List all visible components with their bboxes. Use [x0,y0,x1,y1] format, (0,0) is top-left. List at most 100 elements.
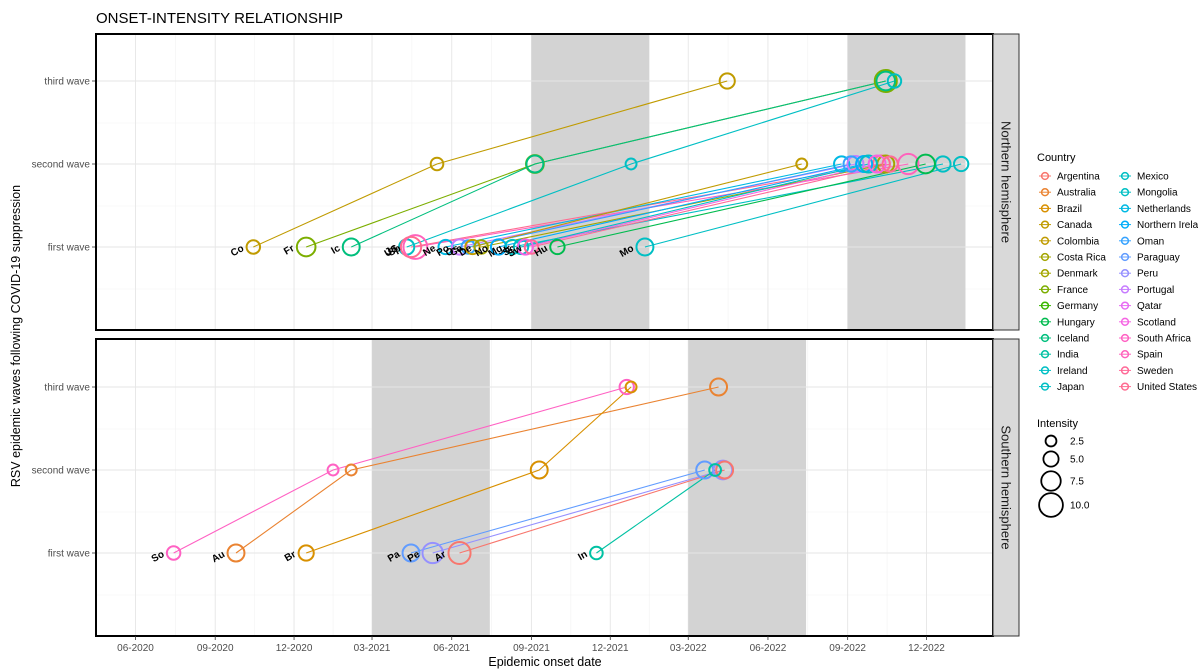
data-point-Ic [525,154,545,174]
legend-item: Netherlands [1119,204,1191,215]
x-axis: 06-2020 09-2020 12-2020 03-2021 06-2021 09-20… [117,636,945,654]
legend-key-circle [1120,333,1130,343]
legend-item: Northern Ireland [1119,220,1198,231]
track-line-Pa [410,469,705,554]
legend-label: Peru [1137,269,1158,280]
legend-label: Qatar [1137,301,1163,312]
intensity-key-circle [1040,470,1062,492]
track-line-Ja [406,80,895,248]
data-point-Br [529,460,549,480]
intensity-legend-title: Intensity [1037,418,1078,430]
intensity-key-circle [1044,434,1058,448]
legend-key-circle [1040,382,1050,391]
data-point-Br [297,544,315,562]
panel-background [96,339,993,636]
legend-label: Iceland [1057,334,1089,345]
legend-key-circle [1040,350,1050,359]
legend-item: Brazil [1039,204,1082,215]
data-point-Hu [915,153,936,175]
x-tick-label: 06-2020 [117,643,154,654]
legend-item: Scotland [1119,317,1176,328]
data-point-Ic [341,237,361,257]
legend-label: Mexico [1137,172,1169,183]
legend-item: Oman [1119,236,1164,247]
intensity-key-label: 10.0 [1070,501,1090,512]
legend-label: Mongolia [1137,188,1178,199]
intensity-legend-item: 2.5 [1044,434,1084,448]
data-point-Pa [401,543,421,563]
country-label-Fr: Fr [282,243,296,258]
legend-label: Colombia [1057,236,1100,247]
legend-label: Ireland [1057,366,1088,377]
track-line-Ic [351,80,886,248]
legend-item: Costa Rica [1039,253,1106,264]
data-point-Os [842,155,860,173]
legend-item: Hungary [1039,317,1095,328]
y-axis-title: RSV epidemic waves following COVID-19 su… [9,185,23,487]
legend-label: Sweden [1137,366,1173,377]
track-line-Co [253,80,728,248]
legend-item: Denmark [1039,269,1099,280]
legend-key-circle [1120,204,1130,213]
track-line-Au [235,386,719,554]
data-point-Mg [504,238,521,256]
data-point-Ne [832,155,851,173]
x-axis-title: Epidemic onset date [488,655,601,669]
legend-key-circle [1120,236,1130,245]
legend-key-circle [1120,317,1130,326]
track-line-Br [305,386,632,554]
legend-item: Canada [1039,220,1092,231]
facet-strip [992,33,1020,331]
legend-item: United States [1119,382,1197,393]
data-point-Ja [886,73,903,89]
legend-label: France [1057,285,1089,296]
x-tick-label: 06-2021 [433,643,470,654]
data-point-Co [429,156,445,172]
legend-key-circle [1040,171,1050,181]
y-tick-label: third wave [44,383,90,394]
data-point-In [589,545,604,561]
legend-key-circle [1040,317,1050,326]
track-line-Pe [432,469,724,554]
legend-label: Argentina [1057,172,1100,183]
legend-key-circle [1040,285,1050,294]
legend-key-circle [1040,220,1050,229]
legend-label: Hungary [1057,317,1095,328]
y-tick-label: first wave [48,549,91,560]
data-point-Br [624,380,638,394]
data-point-Sc [867,154,887,174]
legend-label: Oman [1137,236,1164,247]
legend-key-circle [1040,269,1050,278]
intensity-legend-item: 10.0 [1038,492,1090,518]
data-point-Sw [881,155,899,173]
shaded-period [531,34,650,330]
legend-label: Netherlands [1137,204,1191,215]
intensity-key-label: 5.0 [1070,455,1084,466]
data-point-Ca [464,238,481,256]
legend-label: South Africa [1137,334,1191,345]
data-point-Au [709,377,729,397]
legend-item: Portugal [1119,285,1174,296]
data-point-So [165,545,182,561]
track-line-Sc [525,163,878,248]
data-point-Ar [447,540,472,566]
legend-item: Sweden [1119,366,1173,377]
intensity-key-circle [1038,492,1064,518]
legend-label: Canada [1057,220,1092,231]
shaded-period [847,34,966,330]
data-point-Pe [421,541,444,565]
legend-key-circle [1120,350,1130,359]
legend-item: Germany [1039,301,1098,312]
legend-label: Spain [1137,350,1163,361]
shaded-period [372,339,490,636]
legend-key-circle [1120,171,1130,181]
legend-item: Japan [1039,382,1084,393]
track-line-Ar [459,469,725,554]
legend-item: Colombia [1039,236,1100,247]
legend-label: Australia [1057,188,1096,199]
legend-item: Mongolia [1119,188,1178,199]
intensity-key-label: 2.5 [1070,437,1084,448]
shaded-period [688,339,807,636]
data-point-Ja [624,157,638,171]
